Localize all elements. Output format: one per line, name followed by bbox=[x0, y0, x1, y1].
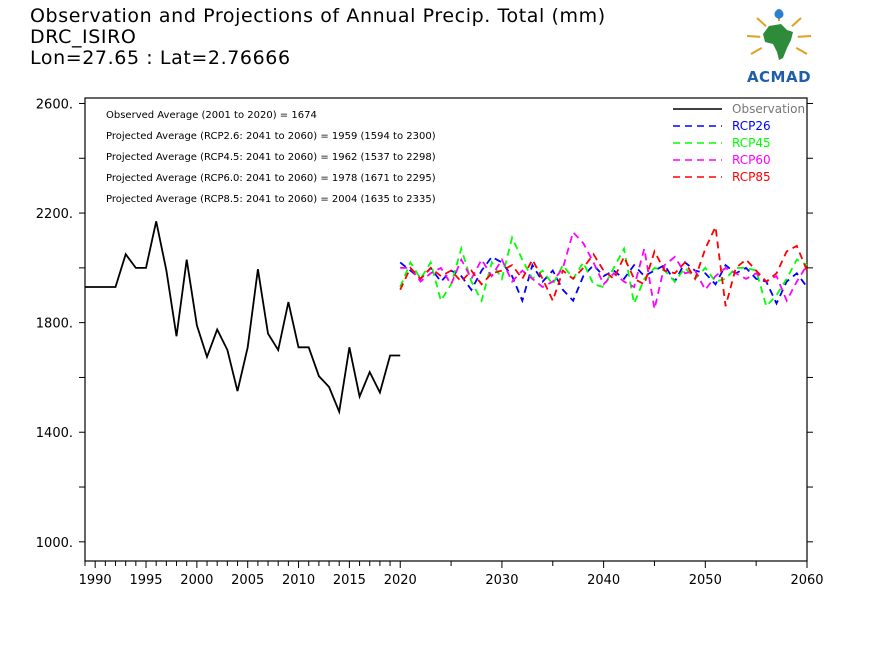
legend-label: RCP45 bbox=[732, 136, 771, 150]
x-tick-label: 2030 bbox=[485, 573, 518, 588]
x-tick-label: 2015 bbox=[333, 573, 366, 588]
acmad-logo: ACMAD bbox=[735, 8, 823, 86]
legend-label: RCP26 bbox=[732, 119, 771, 133]
legend-label: Observation bbox=[732, 102, 805, 116]
x-tick-label: 2020 bbox=[384, 573, 417, 588]
plot-frame bbox=[84, 97, 808, 562]
x-tick-label: 2010 bbox=[282, 573, 315, 588]
annotation-line: Projected Average (RCP2.6: 2041 to 2060)… bbox=[106, 131, 436, 142]
chart-header: Observation and Projections of Annual Pr… bbox=[30, 6, 606, 69]
y-tick-label: 2600. bbox=[36, 97, 73, 112]
series-line-observation bbox=[85, 221, 401, 416]
x-tick-label: 1995 bbox=[129, 573, 162, 588]
annotation-line: Projected Average (RCP8.5: 2041 to 2060)… bbox=[106, 194, 436, 205]
station-name: DRC_ISIRO bbox=[30, 26, 137, 48]
x-tick-label: 2050 bbox=[689, 573, 722, 588]
x-tick-label: 1990 bbox=[79, 573, 112, 588]
annotation-line: Projected Average (RCP6.0: 2041 to 2060)… bbox=[106, 173, 436, 184]
station-coordinates: Lon=27.65 : Lat=2.76666 bbox=[30, 47, 291, 69]
series-line-rcp85 bbox=[399, 223, 808, 307]
y-tick-label: 1400. bbox=[36, 426, 73, 441]
acmad-logo-text: ACMAD bbox=[746, 68, 812, 86]
chart-title: Observation and Projections of Annual Pr… bbox=[30, 5, 606, 27]
x-tick-label: 2000 bbox=[180, 573, 213, 588]
series-line-rcp26 bbox=[399, 255, 808, 306]
y-tick-label: 2200. bbox=[36, 207, 73, 222]
y-tick-label: 1000. bbox=[36, 536, 73, 551]
x-tick-label: 2060 bbox=[790, 573, 823, 588]
series-line-rcp45 bbox=[399, 235, 808, 308]
legend-label: RCP85 bbox=[732, 170, 771, 184]
x-tick-label: 2005 bbox=[231, 573, 264, 588]
annotation-line: Observed Average (2001 to 2020) = 1674 bbox=[106, 110, 317, 121]
y-tick-label: 1800. bbox=[36, 317, 73, 332]
series-line-rcp60 bbox=[400, 230, 808, 310]
legend-label: RCP60 bbox=[732, 153, 771, 167]
africa-map-water-drop-icon bbox=[746, 9, 812, 60]
annotation-line: Projected Average (RCP4.5: 2041 to 2060)… bbox=[106, 152, 436, 163]
x-tick-label: 2040 bbox=[587, 573, 620, 588]
